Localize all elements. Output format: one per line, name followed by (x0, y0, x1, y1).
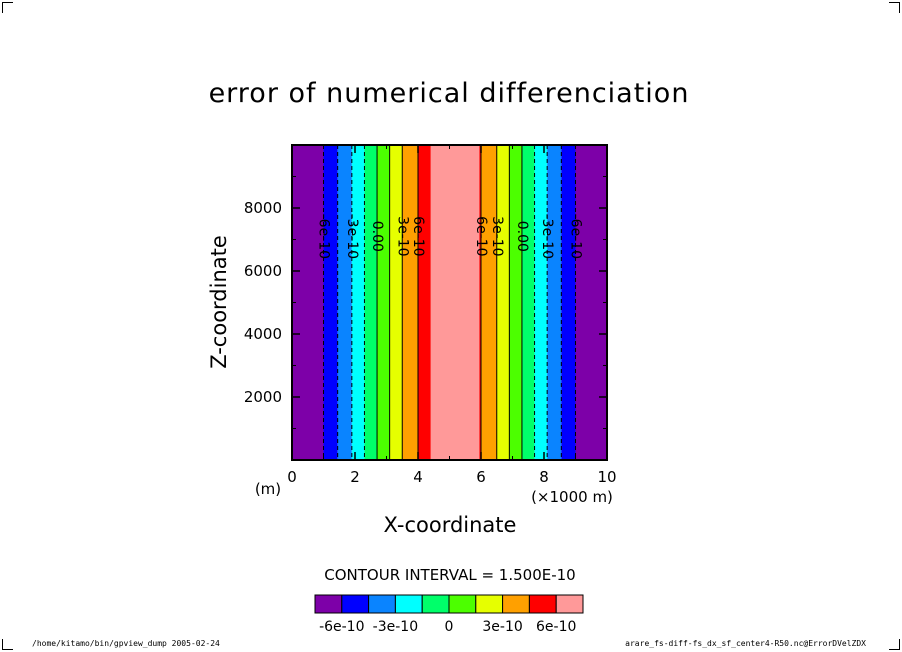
colorbar-swatch (448, 594, 477, 614)
contour-band (389, 145, 403, 460)
colorbar-swatch (421, 594, 450, 614)
colorbar-swatch (368, 594, 396, 614)
colorbar (314, 594, 584, 614)
y-axis-label: Z-coordinate (207, 235, 231, 369)
colorbar-label: 6e-10 (536, 619, 576, 635)
colorbar-label: -6e-10 (319, 619, 364, 635)
contour-band (377, 145, 390, 460)
contour-label: -6e-10 (568, 214, 584, 259)
y-tick-labels: 2000 4000 6000 8000 (244, 199, 282, 406)
contour-label: 6e-10 (410, 216, 426, 256)
contour-band (292, 145, 324, 460)
contour-band-center (430, 145, 480, 460)
colorbar-swatch (314, 594, 343, 614)
contour-band (561, 145, 576, 460)
colorbar-label: -3e-10 (373, 619, 418, 635)
contour-band (509, 145, 522, 460)
x-tick-label: 8 (539, 468, 549, 486)
corner-mark (2, 639, 13, 650)
corner-mark (889, 639, 900, 650)
contour-band (337, 145, 352, 460)
contour-label: 0.00 (514, 221, 530, 252)
contour-labels: -6e-10 -3e-10 0.00 3e-10 6e-10 6e-10 3e-10 0.00… (316, 214, 584, 259)
contour-label: 3e-10 (394, 216, 410, 256)
x-scale-label: (×1000 m) (531, 488, 613, 506)
contour-band (575, 145, 607, 460)
contour-band (402, 145, 418, 460)
chart-title: error of numerical differenciation (209, 78, 690, 109)
contour-label: 0.00 (369, 221, 385, 252)
y-tick-label: 8000 (244, 199, 282, 217)
colorbar-swatch (341, 594, 370, 614)
contour-band (481, 145, 497, 460)
contour-band (547, 145, 562, 460)
y-tick-label: 4000 (244, 325, 282, 343)
x-tick-label: 6 (476, 468, 486, 486)
colorbar-labels: -6e-10 -3e-10 0 3e-10 6e-10 (319, 619, 576, 635)
colorbar-label: 0 (445, 619, 454, 635)
colorbar-swatch (475, 594, 504, 614)
colorbar-swatch (502, 594, 530, 614)
y-tick-label: 6000 (244, 262, 282, 280)
footer-left-text: /home/kitamo/bin/gpview_dump 2005-02-24 (32, 639, 220, 648)
x-tick-label: 2 (350, 468, 360, 486)
contour-band (521, 145, 535, 460)
colorbar-label: 3e-10 (482, 619, 522, 635)
contour-band (323, 145, 338, 460)
x-tick-labels: 0 2 4 6 8 10 (287, 468, 616, 486)
plot-area (292, 145, 607, 460)
corner-mark (889, 2, 900, 13)
corner-mark (2, 2, 13, 13)
contour-band (496, 145, 510, 460)
x-tick-label: 10 (597, 468, 616, 486)
axis-ticks (291, 145, 608, 460)
contour-band (534, 145, 548, 460)
contour-label: 6e-10 (473, 216, 489, 256)
contour-interval-text: CONTOUR INTERVAL = 1.500E-10 (324, 566, 575, 584)
contour-lines (323, 145, 576, 460)
contour-label: -6e-10 (316, 214, 332, 259)
contour-label: -3e-10 (539, 214, 555, 259)
contour-label: -3e-10 (344, 214, 360, 259)
x-unit-label: (m) (255, 480, 281, 498)
contour-band (364, 145, 378, 460)
contour-band (351, 145, 365, 460)
footer-right-text: arare_fs-diff-fs_dx_sf_center4-R50.nc@Er… (625, 639, 866, 648)
colorbar-swatch (555, 594, 584, 614)
y-tick-label: 2000 (244, 388, 282, 406)
colorbar-swatch (528, 594, 557, 614)
colorbar-swatch (394, 594, 423, 614)
x-tick-label: 0 (287, 468, 297, 486)
contour-label: 3e-10 (489, 216, 505, 256)
x-tick-label: 4 (413, 468, 423, 486)
x-axis-label: X-coordinate (384, 513, 517, 537)
